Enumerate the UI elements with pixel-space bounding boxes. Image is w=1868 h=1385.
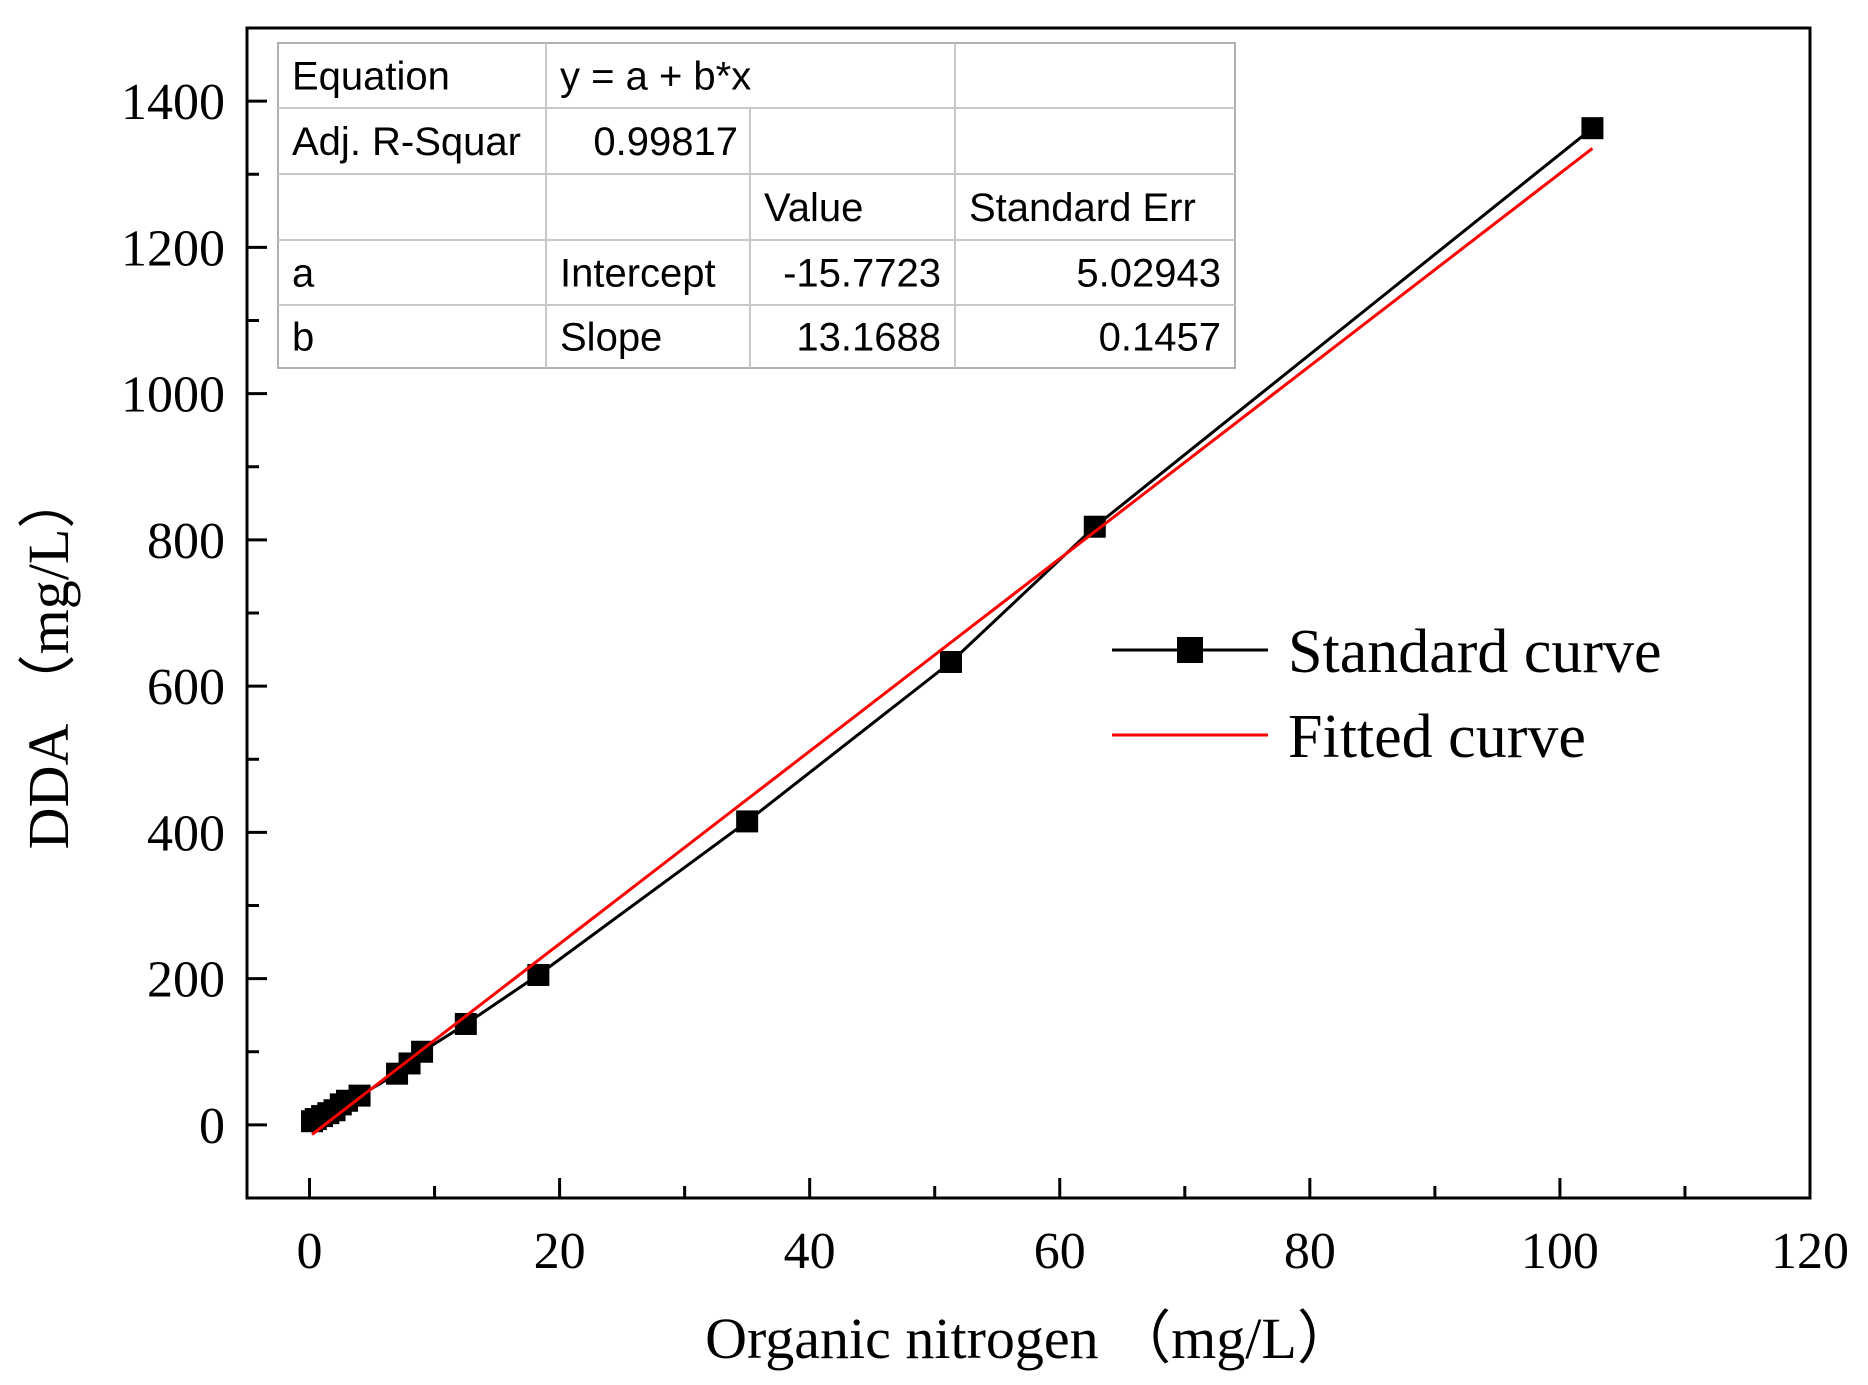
standard-curve-point <box>1581 117 1604 140</box>
table-cell: 13.1688 <box>796 316 941 360</box>
x-tick-label: 120 <box>1771 1223 1849 1280</box>
table-cell: Adj. R-Squar <box>292 120 521 164</box>
standard-curve-point <box>527 963 550 986</box>
table-cell: Standard Err <box>969 186 1196 230</box>
table-cell: y = a + b*x <box>560 55 751 99</box>
data-layer <box>301 117 1604 1136</box>
x-tick-label: 40 <box>784 1223 836 1280</box>
y-axis-title: DDA （mg/L） <box>16 471 81 850</box>
table-cell: -15.7723 <box>783 252 941 296</box>
table-cell: Slope <box>560 316 662 360</box>
standard-curve-point <box>736 810 759 833</box>
standard-curve-point <box>1083 515 1106 538</box>
y-tick-label: 1000 <box>121 367 225 424</box>
y-tick-label: 400 <box>147 805 225 862</box>
table-cell: 5.02943 <box>1076 252 1221 296</box>
x-tick-label: 0 <box>297 1223 323 1280</box>
table-cell: Value <box>764 186 863 230</box>
x-tick-label: 20 <box>534 1223 586 1280</box>
standard-curve-point <box>939 650 962 673</box>
table-cell: b <box>292 316 314 360</box>
legend-fitted-label: Fitted curve <box>1288 703 1586 771</box>
y-tick-label: 0 <box>199 1098 225 1155</box>
x-axis-title: Organic nitrogen （mg/L） <box>705 1306 1355 1371</box>
x-tick-label: 100 <box>1521 1223 1599 1280</box>
y-tick-label: 1200 <box>121 220 225 277</box>
table-cell: Intercept <box>560 252 716 296</box>
table-cell: a <box>292 252 315 296</box>
y-tick-label: 1400 <box>121 74 225 131</box>
y-tick-label: 600 <box>147 659 225 716</box>
table-cell: Equation <box>292 55 450 99</box>
x-tick-label: 80 <box>1284 1223 1336 1280</box>
x-tick-label: 60 <box>1034 1223 1086 1280</box>
table-cell: 0.99817 <box>593 120 738 164</box>
plot-frame <box>245 26 1812 1200</box>
legend-standard-label: Standard curve <box>1288 618 1662 686</box>
fit-result-table: Equation y = a + b*x Adj. R-Squar 0.99817 Va… <box>277 42 1236 369</box>
y-tick-label: 200 <box>147 952 225 1009</box>
table-cell: 0.1457 <box>1099 316 1221 360</box>
legend: Standard curve Fitted curve <box>1112 618 1662 771</box>
y-tick-label: 800 <box>147 513 225 570</box>
fitted-curve-line <box>311 147 1594 1136</box>
table-border <box>277 42 1236 369</box>
legend-standard-marker <box>1177 637 1203 663</box>
